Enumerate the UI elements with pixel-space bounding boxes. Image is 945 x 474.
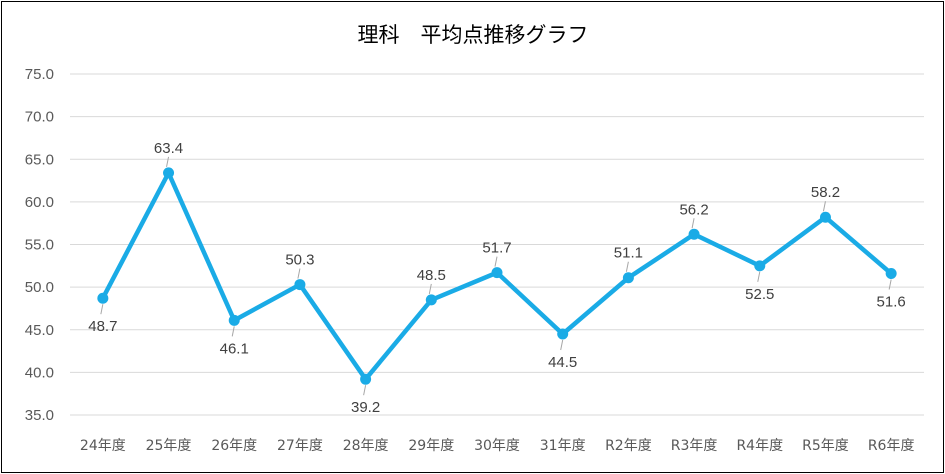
data-point (557, 328, 569, 340)
y-axis-ticks: 75.0 70.0 65.0 60.0 55.0 50.0 45.0 40.0 35.0 (25, 66, 54, 424)
y-tick-label: 60.0 (25, 194, 54, 211)
x-tick-label: 29年度 (408, 438, 454, 454)
data-point (294, 279, 306, 291)
data-point (491, 267, 503, 279)
data-point (688, 228, 700, 240)
data-label: 46.1 (220, 340, 249, 357)
data-label: 39.2 (351, 399, 380, 416)
x-axis-ticks: 24年度 25年度 26年度 27年度 28年度 29年度 30年度 31年度 R2年度 R3年度… (80, 438, 915, 454)
y-tick-label: 40.0 (25, 364, 54, 381)
x-tick-label: 30年度 (474, 438, 520, 454)
data-point (754, 260, 766, 272)
data-point (819, 211, 831, 223)
data-label: 44.5 (548, 354, 577, 371)
x-tick-label: 25年度 (146, 438, 192, 454)
data-label-leader (888, 279, 892, 290)
y-tick-label: 35.0 (25, 407, 54, 424)
data-label-leader (428, 283, 432, 295)
x-tick-label: 26年度 (211, 438, 257, 454)
x-tick-label: 24年度 (80, 438, 126, 454)
data-label-leader (757, 271, 761, 282)
x-tick-label: 28年度 (343, 438, 389, 454)
data-label: 48.5 (417, 267, 446, 284)
y-tick-label: 70.0 (25, 109, 54, 126)
data-point (622, 272, 634, 284)
data-label-leader (363, 385, 367, 396)
data-point (97, 292, 109, 304)
data-point (360, 373, 372, 385)
data-label-leader (231, 326, 235, 337)
x-tick-label: 27年度 (277, 438, 323, 454)
data-point (163, 167, 175, 179)
data-label: 63.4 (154, 140, 183, 157)
y-tick-label: 45.0 (25, 322, 54, 339)
y-tick-label: 65.0 (25, 151, 54, 168)
data-label: 52.5 (745, 286, 774, 303)
data-label-leader (494, 256, 498, 267)
x-tick-label: R2年度 (605, 438, 652, 454)
data-label-leader (560, 339, 564, 351)
gridlines (70, 73, 924, 416)
data-point (885, 267, 897, 279)
data-point (228, 314, 240, 326)
x-tick-label: R4年度 (736, 438, 783, 454)
data-label: 51.7 (482, 240, 511, 257)
x-tick-label: R6年度 (868, 438, 915, 454)
data-label-leader (691, 218, 695, 229)
data-label: 51.6 (877, 293, 906, 310)
x-tick-label: 31年度 (540, 438, 586, 454)
data-label-leader (822, 201, 826, 212)
data-label: 48.7 (88, 318, 117, 335)
chart-title: 理科 平均点推移グラフ (358, 23, 589, 47)
data-label: 58.2 (811, 184, 840, 201)
data-label: 56.2 (679, 201, 708, 218)
data-label-leader (166, 156, 170, 167)
x-tick-label: R5年度 (802, 438, 849, 454)
data-label: 51.1 (614, 245, 643, 262)
y-tick-label: 50.0 (25, 279, 54, 296)
data-label-leader (100, 304, 104, 315)
data-label: 50.3 (285, 252, 314, 269)
data-point (425, 294, 437, 306)
data-label-leader (297, 268, 301, 279)
data-points (97, 167, 897, 385)
x-tick-label: R3年度 (671, 438, 718, 454)
data-label-leader (625, 261, 629, 272)
y-tick-label: 55.0 (25, 237, 54, 254)
y-tick-label: 75.0 (25, 66, 54, 83)
data-labels: 48.7 63.4 46.1 50.3 39.2 48.5 51.7 44.5 51.1 56.2… (88, 140, 906, 416)
